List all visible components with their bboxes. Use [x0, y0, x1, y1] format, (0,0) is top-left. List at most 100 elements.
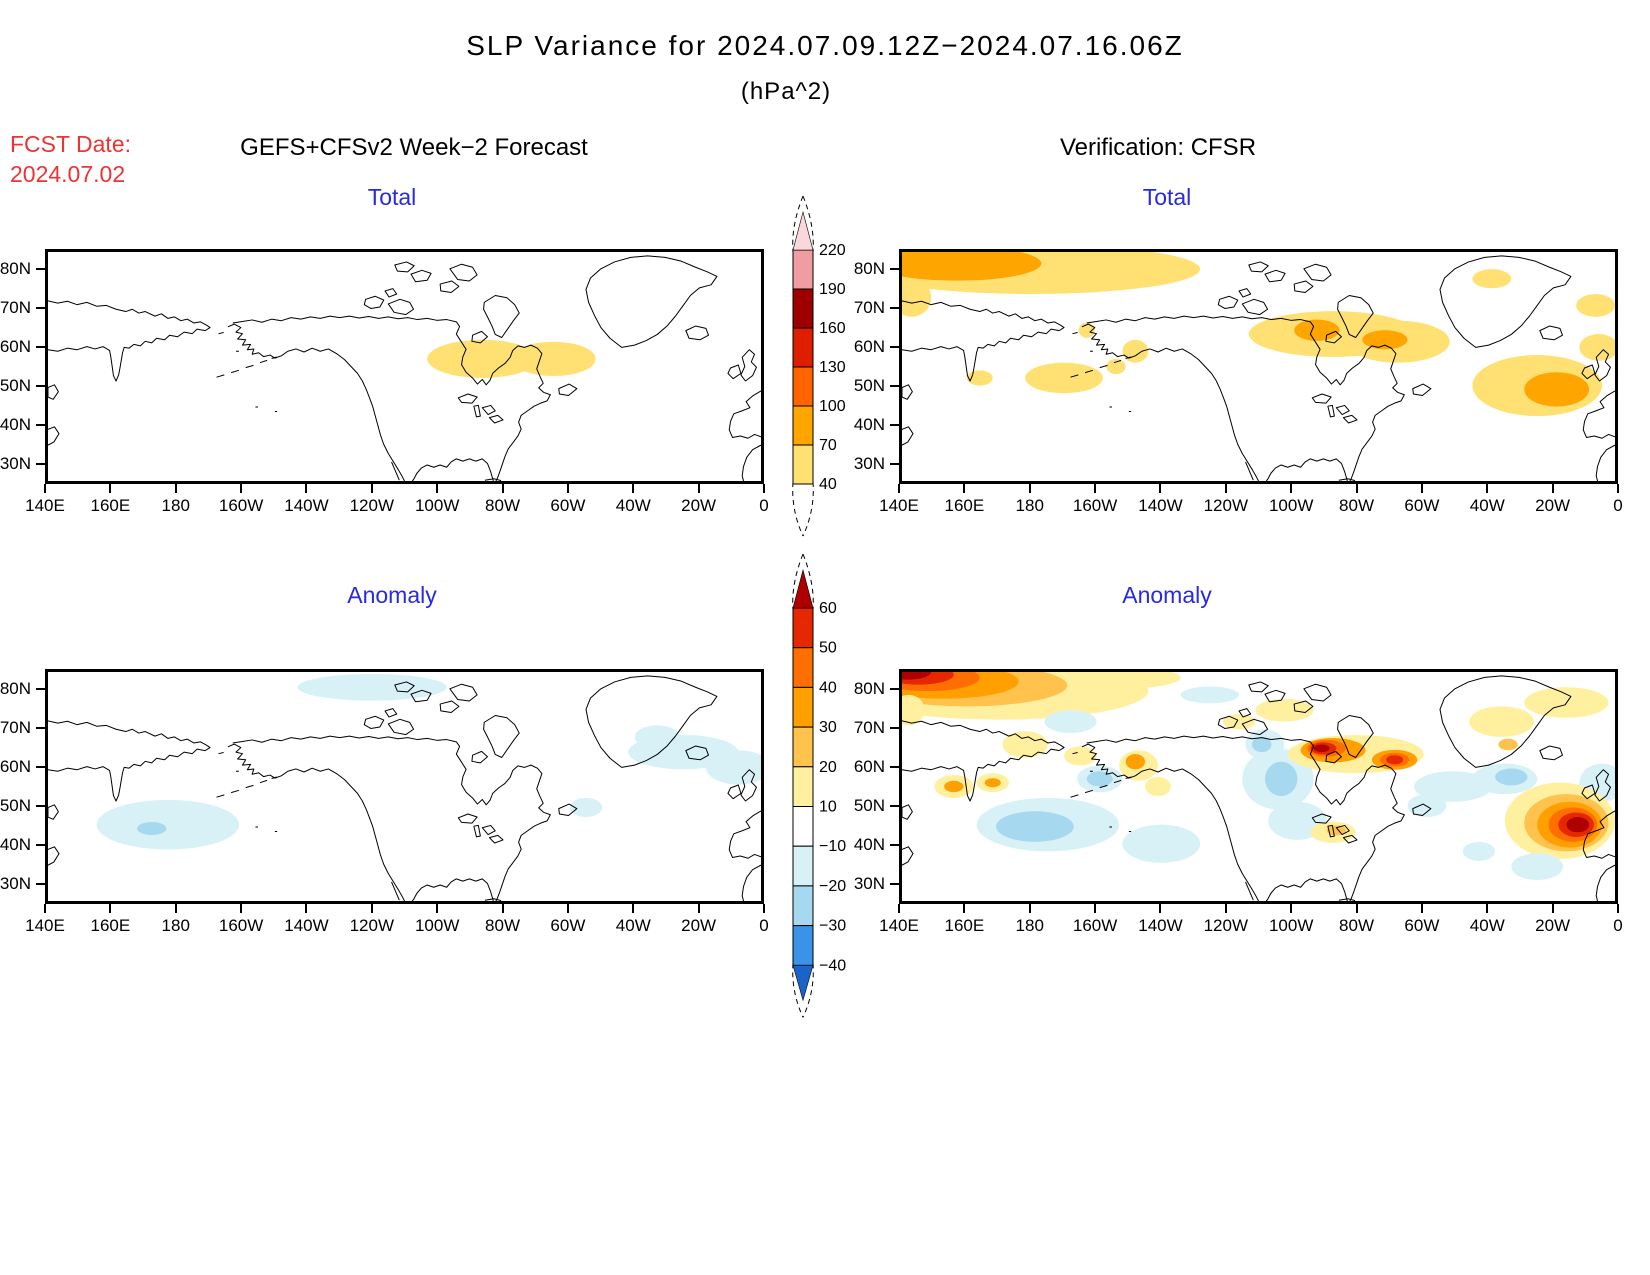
- lon-tick: [1094, 904, 1097, 913]
- contour-blob-level-40: [1025, 362, 1103, 394]
- lat-tick: [36, 267, 45, 270]
- anomaly-colorbar-label: 50: [819, 640, 837, 657]
- coastline: [1249, 262, 1268, 272]
- contour-blob-level-50: [1386, 755, 1404, 765]
- anomaly-colorbar-label: 60: [819, 600, 837, 617]
- lon-tick: [370, 484, 373, 493]
- coastline: [48, 847, 59, 865]
- coastline: [1249, 682, 1268, 692]
- lat-tick-label: 40N: [853, 835, 885, 855]
- lat-tick: [890, 805, 899, 808]
- contour-blob-level-40: [966, 370, 993, 386]
- total-colorbar-label: 190: [819, 281, 846, 298]
- lat-tick-label: 60N: [853, 756, 885, 776]
- lon-tick: [1290, 484, 1293, 493]
- coastline: [1413, 384, 1431, 395]
- anomaly-colorbar-segment: [792, 607, 814, 649]
- lat-tick-label: 30N: [0, 454, 31, 474]
- lat-tick: [890, 345, 899, 348]
- lat-tick: [890, 844, 899, 847]
- lon-tick: [697, 904, 700, 913]
- lon-tick-label: 140E: [25, 916, 65, 935]
- coastline: [741, 350, 757, 381]
- contour-blob-level-40: [1106, 358, 1126, 375]
- lat-tick: [36, 424, 45, 427]
- lat-tick: [890, 385, 899, 388]
- total-colorbar-label: 160: [819, 320, 846, 337]
- anomaly-colorbar-segment: [792, 766, 814, 807]
- anomaly-colorbar-spindle-outline: [802, 553, 814, 611]
- coastline: [1304, 684, 1331, 701]
- total-colorbar-label: 70: [819, 437, 837, 454]
- lon-tick-label: 120W: [349, 916, 395, 935]
- lon-tick: [566, 484, 569, 493]
- lon-tick: [370, 904, 373, 913]
- coastline: [1294, 281, 1313, 292]
- coastline: [411, 690, 431, 701]
- anomaly-colorbar-segment: [792, 647, 814, 688]
- coastline: [385, 709, 397, 717]
- total-colorbar-segment: [792, 249, 814, 290]
- lon-tick-label: 0: [1613, 916, 1623, 935]
- coastline: [392, 462, 400, 480]
- contour-blob-level--10: [1407, 794, 1447, 818]
- lon-tick: [436, 904, 439, 913]
- lat-tick: [36, 345, 45, 348]
- lon-tick-label: 140W: [284, 916, 329, 935]
- map-canvas-fcst_anomaly: [48, 673, 761, 901]
- lon-tick: [1355, 484, 1358, 493]
- coastline: [1087, 316, 1405, 481]
- lon-tick-label: 60W: [1404, 916, 1440, 935]
- anomaly-colorbar-top-tip: [792, 568, 814, 609]
- coastline: [1338, 716, 1374, 758]
- lat-tick-label: 80N: [853, 678, 885, 698]
- total-colorbar-label: 100: [819, 398, 846, 415]
- coastline: [484, 296, 520, 338]
- coastline: [586, 676, 717, 768]
- coastline: [1239, 709, 1251, 717]
- lat-tick-label: 60N: [0, 756, 31, 776]
- lon-tick: [1617, 484, 1619, 493]
- coastline: [364, 296, 383, 308]
- panel-title-fcst-total: Total: [367, 184, 417, 210]
- lat-tick-label: 60N: [0, 336, 31, 356]
- coastline: [450, 684, 477, 701]
- contour-blob-level-40: [1122, 339, 1149, 363]
- figure-title: SLP Variance for 2024.07.09.12Z−2024.07.…: [466, 30, 1184, 61]
- coastline: [1312, 814, 1331, 823]
- lon-tick: [1028, 484, 1031, 493]
- coastline: [1582, 365, 1595, 379]
- lon-tick: [1617, 904, 1619, 913]
- lon-tick-label: 140W: [1138, 496, 1183, 515]
- coastline: [395, 682, 414, 692]
- total-colorbar-label: 130: [819, 359, 846, 376]
- total-colorbar-segment: [792, 366, 814, 407]
- coastline: [1596, 865, 1615, 901]
- coastline: [482, 825, 495, 834]
- coastline: [485, 899, 501, 901]
- lon-tick-label: 140E: [879, 916, 919, 935]
- contour-blob-level--10: [1511, 853, 1564, 881]
- lon-tick-label: 160W: [1072, 496, 1118, 515]
- lon-tick-label: 20W: [681, 496, 717, 515]
- lon-tick-label: 160E: [944, 916, 985, 935]
- coastline: [233, 736, 551, 901]
- lat-tick: [36, 883, 45, 886]
- coastline: [902, 427, 913, 445]
- lat-tick-label: 80N: [0, 258, 31, 278]
- lon-tick-label: 120W: [349, 496, 395, 515]
- lon-tick-label: 160E: [944, 496, 985, 515]
- contour-blob-level-70: [1524, 372, 1590, 407]
- lon-tick-label: 180: [1015, 916, 1044, 935]
- coastline: [385, 289, 397, 297]
- coastline: [388, 299, 413, 314]
- anomaly-colorbar-segment: [792, 845, 814, 887]
- lon-tick-label: 160E: [90, 916, 131, 935]
- coastline: [729, 391, 761, 438]
- anomaly-colorbar-spindle-outline: [802, 963, 814, 1018]
- lat-tick-label: 80N: [0, 678, 31, 698]
- lat-tick-label: 70N: [853, 297, 885, 317]
- total-colorbar-spindle-outline: [792, 195, 804, 253]
- lon-tick-label: 140E: [25, 496, 65, 515]
- coastline: [1266, 879, 1347, 901]
